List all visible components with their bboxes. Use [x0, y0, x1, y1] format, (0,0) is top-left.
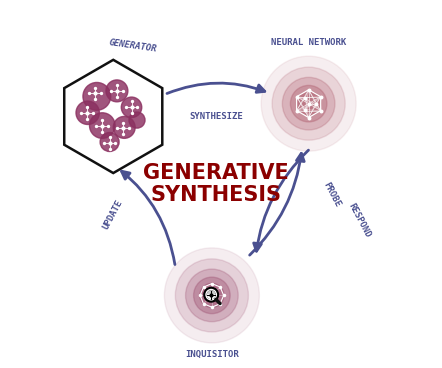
Circle shape: [204, 288, 218, 302]
Circle shape: [113, 116, 135, 138]
Circle shape: [261, 56, 356, 151]
FancyArrowPatch shape: [167, 83, 265, 93]
Circle shape: [290, 85, 327, 122]
Circle shape: [186, 269, 238, 322]
Circle shape: [164, 248, 259, 343]
Circle shape: [100, 132, 119, 152]
Polygon shape: [207, 295, 215, 298]
Circle shape: [175, 259, 248, 332]
FancyArrowPatch shape: [250, 153, 304, 255]
Text: PROBE: PROBE: [321, 181, 342, 209]
Circle shape: [83, 82, 110, 110]
Text: RESPOND: RESPOND: [347, 202, 373, 239]
Circle shape: [297, 92, 321, 116]
Polygon shape: [64, 60, 162, 173]
Text: GENERATOR: GENERATOR: [109, 38, 158, 53]
Text: GENERATIVE
SYNTHESIS: GENERATIVE SYNTHESIS: [143, 163, 288, 205]
Circle shape: [90, 113, 115, 138]
Circle shape: [121, 97, 142, 117]
Text: UPDATE: UPDATE: [101, 199, 124, 231]
Circle shape: [106, 80, 128, 102]
Circle shape: [200, 283, 224, 307]
Circle shape: [76, 101, 99, 124]
Circle shape: [282, 77, 335, 130]
Polygon shape: [207, 291, 215, 295]
FancyArrowPatch shape: [122, 171, 175, 265]
Text: SYNTHESIZE: SYNTHESIZE: [189, 112, 243, 121]
Text: NEURAL NETWORK: NEURAL NETWORK: [271, 38, 346, 47]
Circle shape: [272, 67, 345, 140]
FancyArrowPatch shape: [254, 150, 309, 251]
Text: INQUISITOR: INQUISITOR: [185, 350, 239, 359]
Circle shape: [129, 112, 145, 128]
Circle shape: [194, 277, 230, 314]
